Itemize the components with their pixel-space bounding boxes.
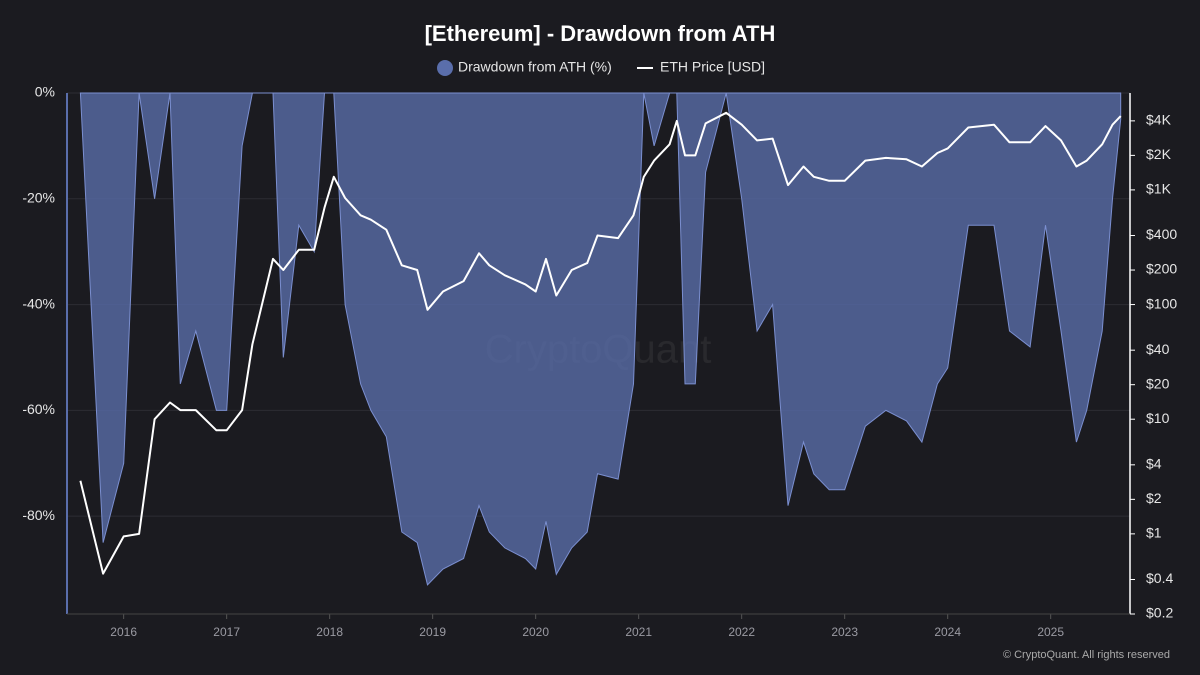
- y2-tick-label: $400: [1146, 226, 1177, 242]
- y2-tick-label: $100: [1146, 295, 1177, 311]
- y2-tick-label: $2K: [1146, 146, 1172, 162]
- legend-label: ETH Price [USD]: [660, 59, 765, 75]
- y2-tick-label: $0.2: [1146, 605, 1173, 621]
- x-tick-label: 2025: [1037, 625, 1064, 639]
- x-tick-label: 2020: [522, 625, 549, 639]
- y2-tick-label: $4: [1146, 456, 1162, 472]
- x-tick-label: 2019: [419, 625, 446, 639]
- price-line: [79, 111, 1122, 575]
- chart-title: [Ethereum] - Drawdown from ATH: [425, 21, 776, 46]
- x-tick-label: 2024: [934, 625, 961, 639]
- drawdown-area: [79, 92, 1122, 586]
- legend-label: Drawdown from ATH (%): [458, 59, 612, 75]
- x-tick-label: 2021: [625, 625, 652, 639]
- y2-tick-label: $1: [1146, 525, 1162, 541]
- y2-tick-label: $1K: [1146, 181, 1172, 197]
- x-tick-label: 2017: [213, 625, 240, 639]
- y2-tick-label: $0.4: [1146, 570, 1173, 586]
- x-tick-label: 2016: [110, 625, 137, 639]
- y2-tick-label: $200: [1146, 261, 1177, 277]
- credit: © CryptoQuant. All rights reserved: [1003, 649, 1170, 661]
- y-tick-label: -20%: [22, 189, 55, 205]
- y2-tick-label: $20: [1146, 375, 1170, 391]
- y-tick-label: -60%: [22, 401, 55, 417]
- y2-tick-label: $2: [1146, 490, 1162, 506]
- y2-tick-label: $10: [1146, 410, 1170, 426]
- y2-tick-label: $4K: [1146, 112, 1172, 128]
- legend-swatch: [437, 60, 453, 76]
- x-tick-label: 2018: [316, 625, 343, 639]
- y-tick-label: 0%: [35, 84, 55, 100]
- y-tick-label: -40%: [22, 295, 55, 311]
- x-tick-label: 2022: [728, 625, 755, 639]
- y2-tick-label: $40: [1146, 341, 1170, 357]
- x-tick-label: 2023: [831, 625, 858, 639]
- y-tick-label: -80%: [22, 507, 55, 523]
